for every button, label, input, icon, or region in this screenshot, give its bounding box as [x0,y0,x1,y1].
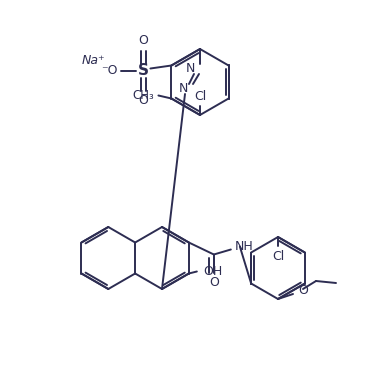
Text: NH: NH [235,240,254,253]
Text: O: O [209,276,219,288]
Text: Na⁺: Na⁺ [82,54,105,67]
Text: O: O [138,33,148,47]
Text: Cl: Cl [194,90,206,103]
Text: N: N [178,82,188,96]
Text: ⁻O: ⁻O [101,64,118,77]
Text: CH₃: CH₃ [132,89,154,102]
Text: OH: OH [203,265,222,278]
Text: Cl: Cl [272,250,284,263]
Text: O: O [138,94,148,108]
Text: S: S [138,63,149,78]
Text: O: O [298,285,308,297]
Text: N: N [186,62,195,76]
